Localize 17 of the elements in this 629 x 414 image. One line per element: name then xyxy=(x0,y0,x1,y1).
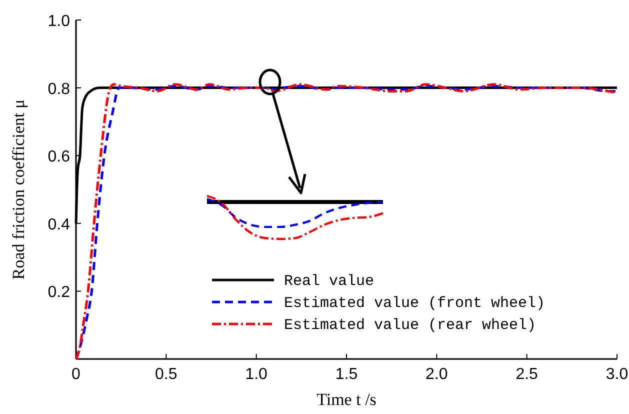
y-tick-label: 0.8 xyxy=(48,80,70,98)
y-axis-title: Road friction coefficient μ xyxy=(9,99,28,280)
legend-label: Real value xyxy=(284,273,374,290)
y-tick-label: 1.0 xyxy=(48,13,70,30)
x-tick-label: 1.5 xyxy=(335,366,358,383)
y-tick-label: 0.6 xyxy=(48,148,70,166)
x-tick-label: 0 xyxy=(72,366,81,383)
x-axis-title: Time t /s xyxy=(316,390,376,409)
x-tick-label: 1.0 xyxy=(245,366,268,383)
legend-label: Estimated value (rear wheel) xyxy=(284,317,536,334)
y-tick-label: 0.4 xyxy=(48,216,70,234)
x-tick-label: 2.0 xyxy=(426,366,448,383)
legend-label: Estimated value (front wheel) xyxy=(284,295,546,312)
x-tick-label: 0.5 xyxy=(155,366,178,383)
x-tick-label: 2.5 xyxy=(516,366,538,383)
x-tick-label: 3.0 xyxy=(606,366,628,383)
y-tick-label: 0.2 xyxy=(48,284,70,302)
